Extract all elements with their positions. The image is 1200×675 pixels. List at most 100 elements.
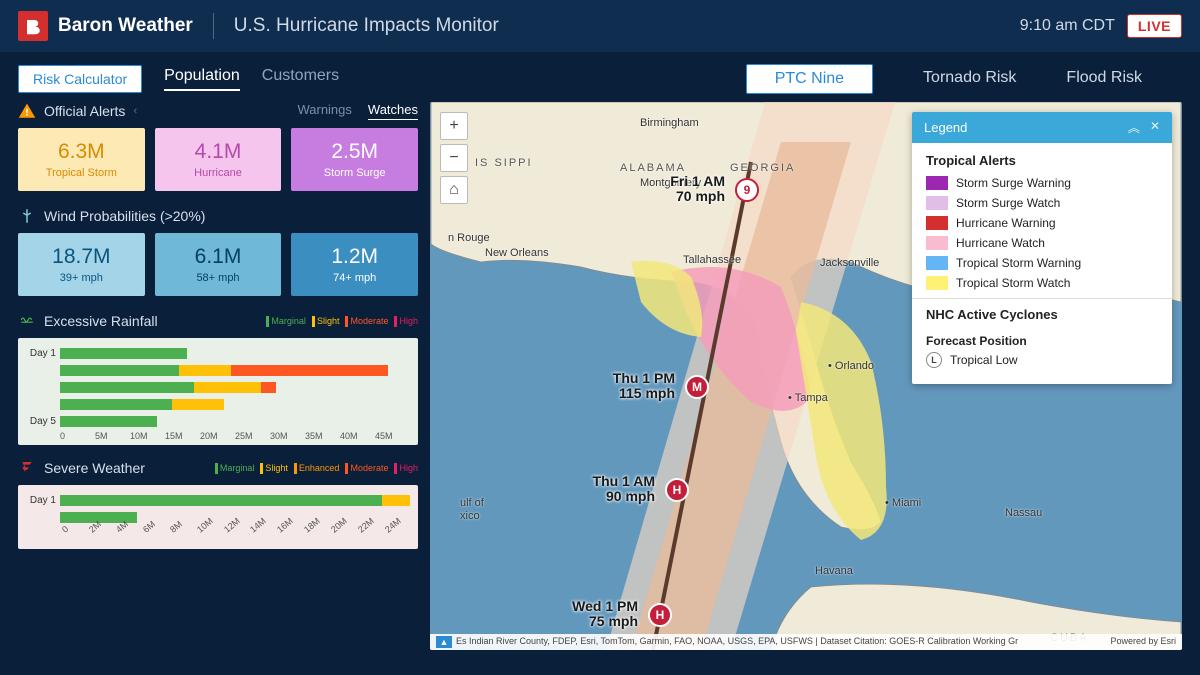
legend-item: Slight (312, 316, 340, 327)
live-badge: LIVE (1127, 14, 1182, 38)
city-label: • Orlando (828, 360, 874, 372)
tab-tornado-risk[interactable]: Tornado Risk (923, 64, 1016, 94)
rainfall-title: Excessive Rainfall (44, 313, 158, 329)
chart-row: Day 1 (26, 493, 410, 507)
chevron-left-icon[interactable]: ‹ (133, 105, 137, 117)
city-label: n Rouge (448, 232, 490, 244)
brand-name: Baron Weather (58, 15, 193, 37)
hurricane-icon: M (685, 375, 709, 399)
hurricane-icon: H (665, 478, 689, 502)
state-label: GEORGIA (730, 162, 795, 174)
stat-value: 1.2M (295, 245, 414, 269)
collapse-icon[interactable]: ︽ (1128, 119, 1140, 136)
city-label: ulf of (460, 497, 484, 509)
home-button[interactable]: ⌂ (440, 176, 468, 204)
legend-item: Slight (260, 463, 288, 474)
legend-item: Enhanced (294, 463, 340, 474)
legend-item: Moderate (345, 463, 388, 474)
tabs-row: Risk Calculator Population Customers PTC … (0, 52, 1200, 102)
city-label: Havana (815, 565, 853, 577)
legend-item: Marginal (215, 463, 255, 474)
alert-card-0: 6.3M Tropical Storm (18, 128, 145, 191)
tab-customers[interactable]: Customers (262, 67, 339, 91)
wind-icon (18, 207, 36, 225)
expand-attribution-icon[interactable]: ▲ (436, 636, 452, 648)
forecast-point-label: Thu 1 AM90 mph (555, 474, 655, 505)
legend-item: Hurricane Watch (926, 236, 1158, 250)
map-controls: + − ⌂ (440, 112, 468, 204)
stat-label: Hurricane (159, 167, 278, 179)
map-attribution: ▲ Es Indian River County, FDEP, Esri, To… (430, 634, 1182, 650)
tab-ptc-nine[interactable]: PTC Nine (746, 64, 873, 94)
tab-flood-risk[interactable]: Flood Risk (1066, 64, 1142, 94)
hurricane-icon: 9 (735, 178, 759, 202)
stat-label: Tropical Storm (22, 167, 141, 179)
alerts-header: Official Alerts ‹ Warnings Watches (18, 102, 418, 120)
forecast-point-label: Wed 1 PM75 mph (538, 599, 638, 630)
legend-item: Moderate (345, 316, 388, 327)
rainfall-header: Excessive Rainfall Marginal Slight Moderat… (18, 312, 418, 330)
city-label: • Tampa (788, 392, 828, 404)
legend-item: Storm Surge Warning (926, 176, 1158, 190)
legend-item: Marginal (266, 316, 306, 327)
tornado-icon (18, 459, 36, 477)
left-panel: Official Alerts ‹ Warnings Watches 6.3M Tr… (18, 102, 418, 650)
stat-label: 58+ mph (159, 272, 278, 284)
subtab-watches[interactable]: Watches (368, 102, 418, 120)
legend-title: Legend (924, 120, 967, 135)
legend-item: High (394, 463, 418, 474)
zoom-in-button[interactable]: + (440, 112, 468, 140)
chart-row: Day 1 (26, 346, 410, 360)
close-icon[interactable]: ✕ (1150, 119, 1160, 136)
stat-value: 2.5M (295, 140, 414, 164)
stat-value: 6.3M (22, 140, 141, 164)
legend-item: High (394, 316, 418, 327)
stat-label: Storm Surge (295, 167, 414, 179)
legend-item: L Tropical Low (926, 352, 1158, 368)
alert-card-2: 2.5M Storm Surge (291, 128, 418, 191)
legend-section2-title: NHC Active Cyclones (926, 307, 1158, 322)
stat-value: 18.7M (22, 245, 141, 269)
forecast-point-label: Fri 1 AM70 mph (625, 174, 725, 205)
page-title: U.S. Hurricane Impacts Monitor (234, 15, 499, 37)
alerts-title: Official Alerts (44, 103, 125, 119)
severe-title: Severe Weather (44, 460, 145, 476)
map[interactable]: + − ⌂ ALABAMAGEORGIAIS SIPPICUBABirmingh… (430, 102, 1182, 650)
chart-row (26, 380, 410, 394)
chart-row (26, 397, 410, 411)
tab-population[interactable]: Population (164, 67, 240, 91)
severe-header: Severe Weather Marginal Slight Enhanced Mod… (18, 459, 418, 477)
city-label: xico (460, 510, 480, 522)
city-label: Jacksonville (820, 257, 879, 269)
city-label: Tallahassee (683, 254, 741, 266)
hurricane-icon: H (648, 603, 672, 627)
zoom-out-button[interactable]: − (440, 144, 468, 172)
clock: 9:10 am CDT (1020, 17, 1115, 35)
city-label: New Orleans (485, 247, 549, 259)
wind-header: Wind Probabilities (>20%) (18, 207, 418, 225)
legend-item: Tropical Storm Warning (926, 256, 1158, 270)
map-legend-panel: Legend ︽ ✕ Tropical Alerts Storm Surge W… (912, 112, 1172, 384)
header: Baron Weather U.S. Hurricane Impacts Mon… (0, 0, 1200, 52)
wind-card-2: 1.2M74+ mph (291, 233, 418, 296)
wind-card-1: 6.1M 58+ mph (155, 233, 282, 296)
severe-chart: Day 102M4M6M8M10M12M14M16M18M20M22M24M (18, 485, 418, 549)
city-label: Birmingham (640, 117, 699, 129)
brand-logo-icon (18, 11, 48, 41)
legend-item: Storm Surge Watch (926, 196, 1158, 210)
risk-calculator-button[interactable]: Risk Calculator (18, 65, 142, 93)
city-label: • Miami (885, 497, 921, 509)
rain-icon (18, 312, 36, 330)
stat-value: 4.1M (159, 140, 278, 164)
wind-card-0: 18.7M39+ mph (18, 233, 145, 296)
wind-title: Wind Probabilities (>20%) (44, 208, 205, 224)
state-label: IS SIPPI (475, 157, 533, 169)
legend-section-title: Tropical Alerts (926, 153, 1158, 168)
stat-value: 6.1M (159, 245, 278, 269)
subtab-warnings[interactable]: Warnings (297, 102, 351, 120)
alert-icon (18, 102, 36, 120)
legend-item: Hurricane Warning (926, 216, 1158, 230)
chart-row (26, 363, 410, 377)
legend-header: Legend ︽ ✕ (912, 112, 1172, 143)
header-divider (213, 13, 214, 39)
